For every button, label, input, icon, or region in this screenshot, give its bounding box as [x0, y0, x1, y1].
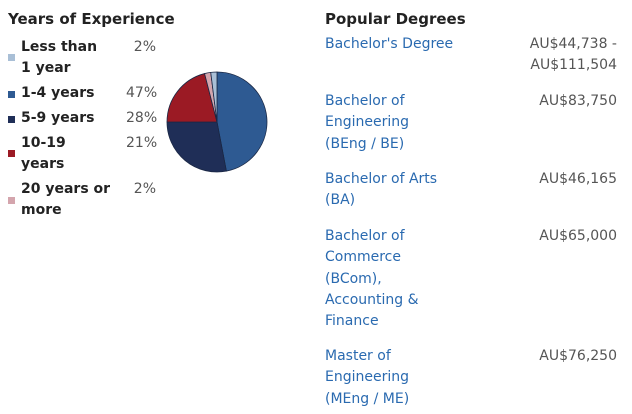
pie-slice-4 — [166, 73, 218, 123]
legend-label: 10-19 years — [21, 135, 66, 172]
pie-slice-2 — [216, 71, 268, 172]
experience-pie-chart — [166, 71, 268, 173]
salary-line: AU$44,738 - — [529, 36, 617, 52]
degree-link[interactable]: Bachelor's Degree — [325, 36, 454, 52]
legend-percent: 47% — [126, 85, 158, 101]
degree-salary: AU$44,738 - AU$111,504 — [467, 34, 617, 77]
degree-salary: AU$46,165 — [539, 171, 617, 187]
legend-swatch — [8, 54, 15, 61]
legend-item: Less than 1 year 2% — [8, 37, 158, 81]
degree-link[interactable]: Bachelor of Commerce (BCom), Accounting … — [325, 228, 419, 330]
degree-salary: AU$65,000 — [539, 228, 617, 244]
legend-item: 1-4 years 47% — [8, 83, 158, 127]
legend-percent: 2% — [133, 39, 156, 55]
legend-percent: 28% — [126, 110, 158, 126]
legend-swatch — [8, 91, 15, 98]
legend-swatch — [8, 150, 15, 157]
legend-label: Less than 1 year — [21, 39, 98, 76]
legend-label: 5-9 years — [21, 110, 95, 126]
salary-line: AU$111,504 — [530, 57, 617, 74]
legend-item: 10-19 years 21% — [8, 133, 158, 177]
experience-title: Years of Experience — [8, 10, 175, 28]
legend-percent: 21% — [126, 135, 158, 151]
legend-swatch — [8, 197, 15, 204]
legend-percent: 2% — [133, 181, 156, 197]
pie-slice-3 — [166, 121, 227, 173]
legend-item: 20 years or more 2% — [8, 179, 158, 223]
degree-salary: AU$76,250 — [539, 348, 617, 364]
degree-link[interactable]: Master of Engineering (MEng / ME) — [325, 348, 410, 407]
legend-label: 1-4 years — [21, 85, 95, 101]
legend-label: 20 years or more — [21, 181, 111, 218]
degree-link[interactable]: Bachelor of Engineering (BEng / BE) — [325, 93, 409, 152]
legend-swatch — [8, 116, 15, 123]
degrees-title: Popular Degrees — [325, 10, 466, 28]
legend-item: 5-9 years 28% — [8, 108, 158, 152]
degree-salary: AU$83,750 — [539, 93, 617, 109]
pie-slice-1 — [210, 71, 218, 123]
degree-link[interactable]: Bachelor of Arts (BA) — [325, 171, 438, 209]
